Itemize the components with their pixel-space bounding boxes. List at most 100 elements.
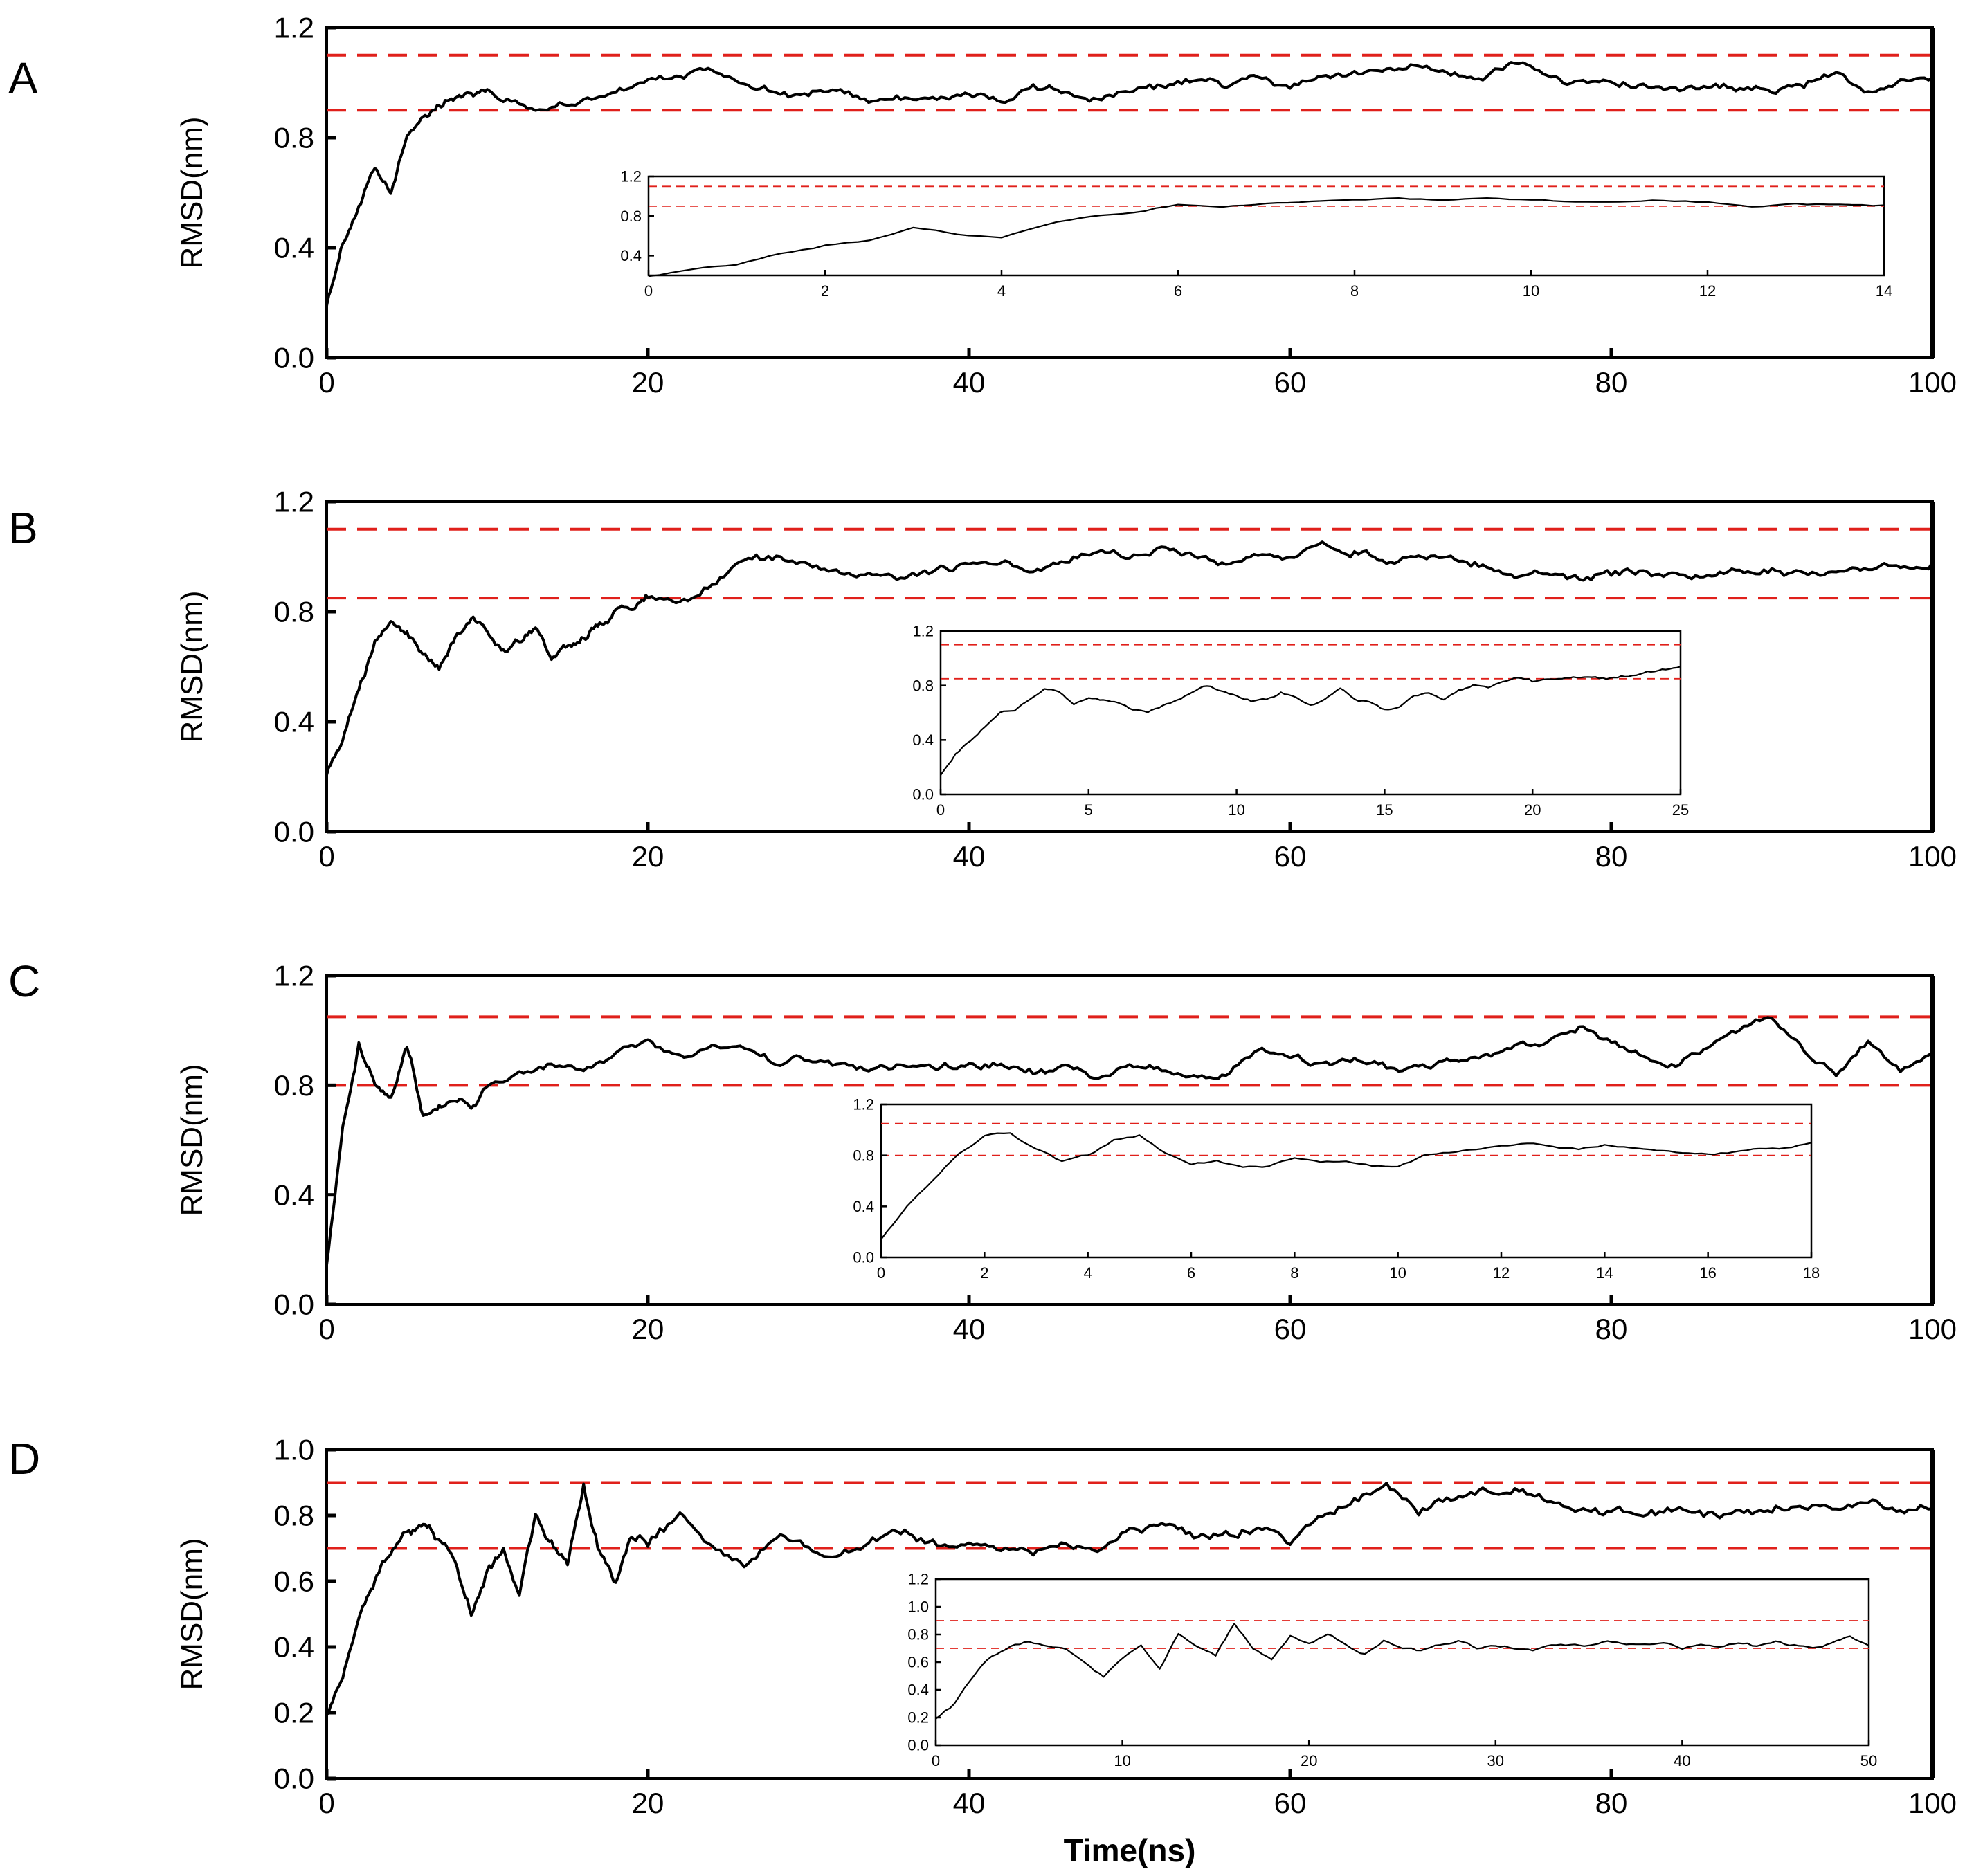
panel-d-ytick-label-1: 0.2 xyxy=(274,1697,314,1729)
panel-a-ytick-label-1: 0.4 xyxy=(274,232,314,264)
panel-b-inset-xtick-label-2: 10 xyxy=(1228,801,1244,819)
panel-a-xtick-label-5: 100 xyxy=(1908,366,1957,399)
panel-b-letter: B xyxy=(8,503,38,553)
panel-c-ytick-label-2: 0.8 xyxy=(274,1069,314,1102)
panel-c-inset-xtick-label-0: 0 xyxy=(877,1264,885,1282)
panel-d-inset-ytick-label-4: 0.8 xyxy=(907,1626,929,1643)
panel-a-inset-xtick-label-1: 2 xyxy=(821,282,829,300)
panel-c-inset-xtick-label-7: 14 xyxy=(1596,1264,1613,1282)
panel-b-inset-xtick-label-3: 15 xyxy=(1376,801,1393,819)
panel-b-ylabel: RMSD(nm) xyxy=(175,591,209,743)
panel-c-xtick-label-0: 0 xyxy=(318,1313,334,1345)
panel-c-series-line-0 xyxy=(325,1016,1934,1265)
panel-d-xtick-label-5: 100 xyxy=(1908,1787,1957,1819)
panel-b-inset-xtick-label-1: 5 xyxy=(1085,801,1093,819)
panel-d-inset-ytick-label-1: 0.2 xyxy=(907,1709,929,1727)
panel-c-ytick-label-1: 0.4 xyxy=(274,1178,314,1211)
panel-a-xtick-label-1: 20 xyxy=(632,366,664,399)
panel-a-inset-xtick-label-3: 6 xyxy=(1174,282,1182,300)
panel-a-xtick-label-2: 40 xyxy=(953,366,986,399)
panel-a-inset-xtick-label-7: 14 xyxy=(1876,282,1892,300)
panel-d-inset-ytick-label-2: 0.4 xyxy=(907,1682,929,1699)
panel-c-inset-ytick-label-2: 0.8 xyxy=(853,1147,874,1164)
panel-c-inset-xtick-label-1: 2 xyxy=(980,1264,988,1282)
panel-b-inset-series-line-0 xyxy=(940,666,1681,776)
x-axis-title: Time(ns) xyxy=(1064,1832,1196,1868)
panel-a-letter: A xyxy=(8,53,38,103)
panel-a-inset-xtick-label-2: 4 xyxy=(997,282,1006,300)
panel-c-letter: C xyxy=(8,956,40,1006)
panel-c-inset-xtick-label-3: 6 xyxy=(1187,1264,1195,1282)
panel-a-inset-xtick-label-5: 10 xyxy=(1523,282,1539,300)
panel-b-xtick-label-3: 60 xyxy=(1274,840,1307,873)
panel-b-ytick-label-0: 0.0 xyxy=(274,816,314,848)
panel-b-xtick-label-4: 80 xyxy=(1595,840,1628,873)
panel-c-ylabel: RMSD(nm) xyxy=(175,1064,209,1217)
panel-a-inset-xtick-label-6: 12 xyxy=(1699,282,1716,300)
panel-c-ytick-label-3: 1.2 xyxy=(274,960,314,992)
panel-b-xtick-label-5: 100 xyxy=(1908,840,1957,873)
panel-c-inset-xtick-label-2: 4 xyxy=(1084,1264,1092,1282)
panel-c-ytick-label-0: 0.0 xyxy=(274,1288,314,1321)
panel-a-inset-xtick-label-0: 0 xyxy=(644,282,653,300)
panel-d-xtick-label-1: 20 xyxy=(632,1787,664,1819)
panel-c-xtick-label-1: 20 xyxy=(632,1313,664,1345)
panel-d-ytick-label-3: 0.6 xyxy=(274,1565,314,1598)
panel-b-inset-ytick-label-2: 0.8 xyxy=(912,677,934,694)
panel-b-inset-ytick-label-3: 1.2 xyxy=(912,623,934,640)
panel-d-inset: 0 10 20 30 40 50 0.0 0.2 0.4 0.6 0.8 1.0 1.2 xyxy=(907,1571,1877,1769)
panel-c-inset-ytick-label-0: 0.0 xyxy=(853,1249,874,1266)
panel-c-inset-xtick-label-8: 16 xyxy=(1699,1264,1716,1282)
panel-b-series-line-0 xyxy=(325,540,1934,776)
panel-a-series-line-0 xyxy=(325,61,1934,307)
panel-c-inset-xtick-label-6: 12 xyxy=(1493,1264,1510,1282)
panel-d-ytick-label-5: 1.0 xyxy=(274,1434,314,1466)
panel-a-xtick-label-4: 80 xyxy=(1595,366,1628,399)
panel-b-ytick-label-3: 1.2 xyxy=(274,486,314,518)
panel-b-xtick-label-2: 40 xyxy=(953,840,986,873)
panel-d-inset-ytick-label-6: 1.2 xyxy=(907,1571,929,1588)
panel-a-inset: 0 2 4 6 8 10 12 14 0.4 0.8 1.2 xyxy=(620,168,1892,300)
panel-d-ylabel: RMSD(nm) xyxy=(175,1538,209,1691)
panel-a-xtick-label-3: 60 xyxy=(1274,366,1307,399)
panel-c-inset-xtick-label-5: 10 xyxy=(1389,1264,1406,1282)
panel-d-inset-xtick-label-4: 40 xyxy=(1674,1752,1690,1769)
panel-c-xtick-label-4: 80 xyxy=(1595,1313,1628,1345)
panel-d-inset-xtick-label-1: 10 xyxy=(1114,1752,1130,1769)
panel-b-inset-frame xyxy=(939,630,1682,796)
panel-c-xtick-label-2: 40 xyxy=(953,1313,986,1345)
panel-b-inset-xtick-label-4: 20 xyxy=(1524,801,1541,819)
panel-d-inset-series-line-0 xyxy=(935,1623,1869,1720)
panel-a-inset-frame xyxy=(647,175,1885,277)
panel-c-inset-xtick-label-9: 18 xyxy=(1803,1264,1820,1282)
panel-d-xtick-label-4: 80 xyxy=(1595,1787,1628,1819)
panel-c-xtick-label-3: 60 xyxy=(1274,1313,1307,1345)
panel-d-xtick-label-2: 40 xyxy=(953,1787,986,1819)
panel-a-ylabel: RMSD(nm) xyxy=(175,117,209,269)
panel-d-ytick-label-0: 0.0 xyxy=(274,1763,314,1795)
panel-a-inset-ytick-label-2: 1.2 xyxy=(620,168,642,185)
panel-a-inset-ytick-label-0: 0.4 xyxy=(620,247,642,264)
panel-c-inset-ytick-label-1: 0.4 xyxy=(853,1198,874,1215)
panel-c-inset: 0 2 4 6 8 10 12 14 16 18 0.0 0.4 0.8 1.2 xyxy=(853,1096,1820,1282)
panel-b-inset-xtick-label-0: 0 xyxy=(936,801,945,819)
panel-d-letter: D xyxy=(8,1434,40,1484)
panel-c-inset-series-line-0 xyxy=(880,1132,1812,1240)
panel-d-inset-xtick-label-0: 0 xyxy=(932,1752,940,1769)
panel-a-xtick-label-0: 0 xyxy=(318,366,334,399)
panel-d-inset-ytick-label-5: 1.0 xyxy=(907,1599,929,1616)
panel-c-inset-frame xyxy=(880,1103,1813,1259)
panel-a-inset-ytick-label-1: 0.8 xyxy=(620,208,642,225)
panel-d-inset-frame xyxy=(934,1578,1870,1747)
panel-c-inset-ytick-label-3: 1.2 xyxy=(853,1096,874,1113)
panel-a-inset-series-line-0 xyxy=(648,197,1885,277)
panel-b-xtick-label-0: 0 xyxy=(318,840,334,873)
panel-b-ytick-label-2: 0.8 xyxy=(274,596,314,628)
panel-a-ytick-label-2: 0.8 xyxy=(274,122,314,154)
panel-a-ytick-label-3: 1.2 xyxy=(274,12,314,44)
panel-d-ytick-label-4: 0.8 xyxy=(274,1500,314,1532)
panel-d-series-line-0 xyxy=(325,1482,1933,1716)
